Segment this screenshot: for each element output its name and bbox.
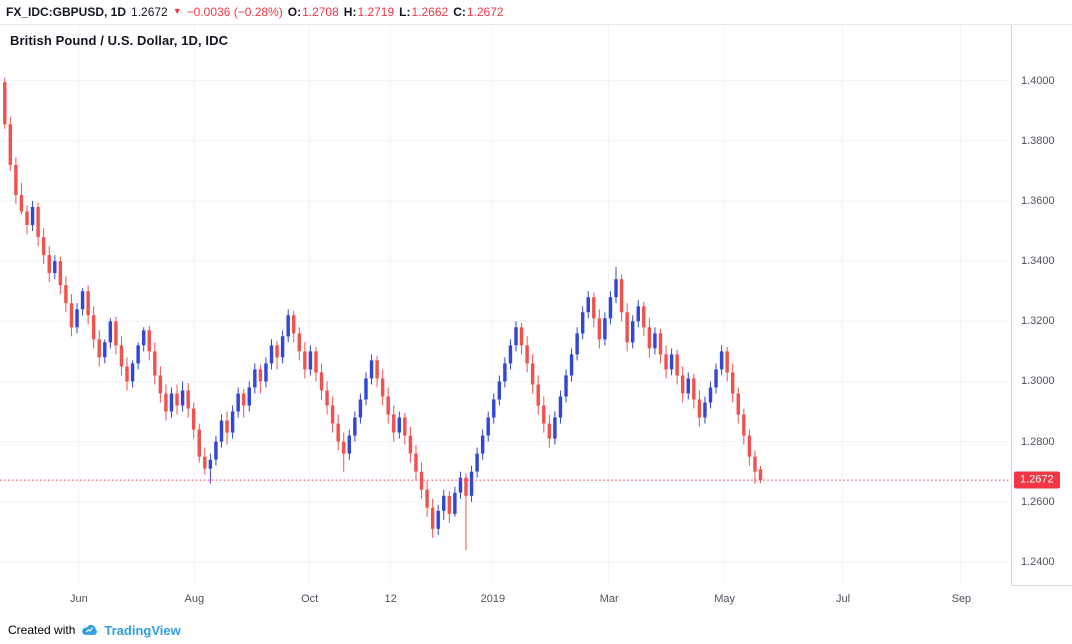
open-value: O: 1.2708	[287, 5, 339, 19]
low-value: L: 1.2662	[399, 5, 449, 19]
price-tick-label: 1.2400	[1021, 555, 1055, 568]
candlestick-chart[interactable]	[0, 25, 1011, 586]
tradingview-logo-icon[interactable]	[81, 623, 98, 637]
footer-bar: Created with TradingView	[0, 616, 1072, 644]
axis-corner	[1012, 586, 1072, 616]
time-tick-label: Mar	[599, 593, 619, 605]
down-arrow-icon: ▼	[172, 6, 182, 16]
ohlc-legend-bar: FX_IDC:GBPUSD, 1D 1.2672 ▼ −0.0036 (−0.2…	[0, 0, 1072, 24]
price-tick-label: 1.2600	[1021, 495, 1055, 508]
time-axis-row: Jun Aug Oct 12 2019 Mar May Jul Sep	[0, 585, 1072, 616]
chart-legend-title[interactable]: British Pound / U.S. Dollar, 1D, IDC	[10, 33, 229, 48]
time-tick-label: 2019	[480, 593, 506, 605]
time-tick-label: Jul	[835, 593, 851, 605]
created-with-text: Created with	[8, 623, 76, 637]
time-tick-label: Aug	[184, 593, 205, 605]
close-value: C: 1.2672	[453, 5, 504, 19]
high-value: H: 1.2719	[343, 5, 395, 19]
chart-main: British Pound / U.S. Dollar, 1D, IDC 1.2…	[0, 24, 1072, 586]
price-tick-label: 1.3200	[1021, 315, 1055, 328]
price-change: −0.0036 (−0.28%)	[186, 5, 283, 19]
time-tick-label: May	[714, 593, 735, 605]
last-price-badge: 1.2672	[1014, 471, 1060, 489]
time-tick-label: Sep	[951, 593, 972, 605]
price-tick-label: 1.3800	[1021, 134, 1055, 147]
time-tick-label: Jun	[70, 593, 88, 605]
price-axis[interactable]: 1.2672 1.4000 1.3800 1.3600 1.3400 1.3200 1.3…	[1012, 25, 1071, 585]
chart-plot-area[interactable]: British Pound / U.S. Dollar, 1D, IDC	[0, 25, 1012, 586]
tradingview-link[interactable]: TradingView	[104, 622, 181, 638]
symbol-title[interactable]: FX_IDC:GBPUSD, 1D	[6, 5, 127, 19]
price-tick-label: 1.4000	[1021, 74, 1055, 87]
last-price-value: 1.2672	[131, 5, 168, 19]
time-tick-label: Oct	[301, 593, 319, 605]
price-tick-label: 1.2800	[1021, 435, 1055, 448]
time-tick-label: 12	[384, 593, 397, 605]
time-axis[interactable]: Jun Aug Oct 12 2019 Mar May Jul Sep	[0, 586, 1012, 616]
price-tick-label: 1.3600	[1021, 194, 1055, 207]
price-tick-label: 1.3400	[1021, 255, 1055, 268]
price-tick-label: 1.3000	[1021, 375, 1055, 388]
